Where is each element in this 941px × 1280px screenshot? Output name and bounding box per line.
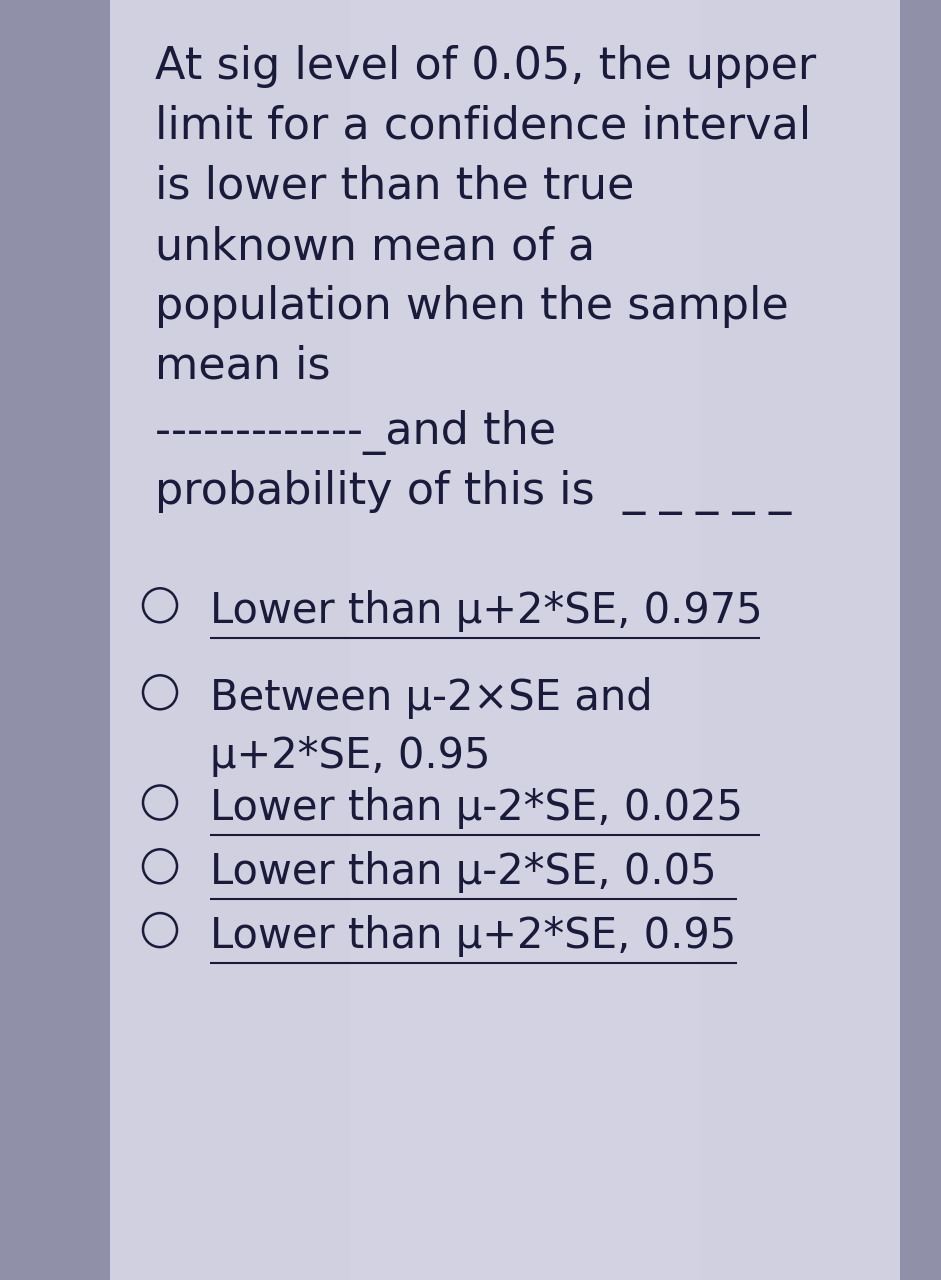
Text: mean is: mean is	[155, 346, 330, 388]
FancyBboxPatch shape	[350, 0, 700, 1280]
Text: Lower than μ+2*SE, 0.975: Lower than μ+2*SE, 0.975	[210, 590, 762, 632]
Text: population when the sample: population when the sample	[155, 285, 789, 328]
Text: unknown mean of a: unknown mean of a	[155, 225, 595, 268]
Text: μ+2*SE, 0.95: μ+2*SE, 0.95	[210, 735, 490, 777]
Text: limit for a confidence interval: limit for a confidence interval	[155, 105, 811, 148]
Text: Lower than μ-2*SE, 0.025: Lower than μ-2*SE, 0.025	[210, 787, 743, 829]
Text: -------------_and the: -------------_and the	[155, 410, 556, 454]
Text: At sig level of 0.05, the upper: At sig level of 0.05, the upper	[155, 45, 816, 88]
Text: is lower than the true: is lower than the true	[155, 165, 634, 207]
Text: Lower than μ+2*SE, 0.95: Lower than μ+2*SE, 0.95	[210, 915, 736, 956]
Text: Lower than μ-2*SE, 0.05: Lower than μ-2*SE, 0.05	[210, 851, 717, 893]
Text: probability of this is  _ _ _ _ _: probability of this is _ _ _ _ _	[155, 470, 791, 515]
Text: Between μ-2×SE and: Between μ-2×SE and	[210, 677, 653, 719]
FancyBboxPatch shape	[110, 0, 900, 1280]
